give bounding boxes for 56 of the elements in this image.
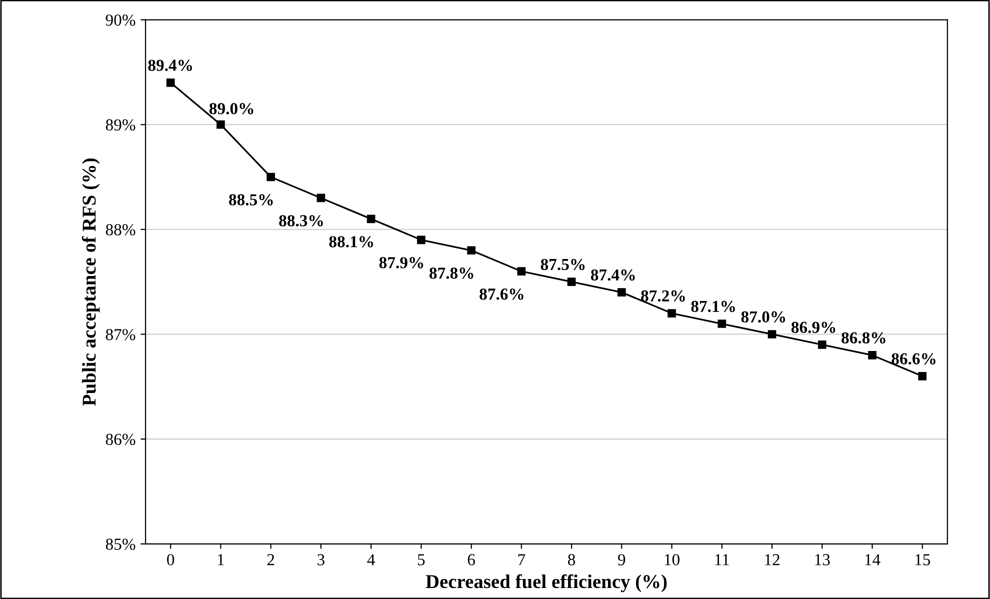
y-tick-label: 90% [106,14,136,26]
point [617,288,626,296]
point [417,236,426,244]
data-label: 87.8% [429,268,474,279]
x-tick-label: 15 [916,554,930,566]
y-tick-label: 86% [106,434,136,446]
data-label: 88.1% [329,236,373,248]
y-tick-label: 88% [106,224,136,236]
x-tick-label: 11 [715,554,729,566]
data-label: 89.4% [148,60,192,72]
x-tick-label: 0 [167,554,174,566]
y-axis-title: Public acceptance of RFS (%) [82,158,100,406]
data-label: 86.9% [791,322,836,334]
data-label: 88.5% [229,194,273,206]
point [467,246,476,255]
point [567,278,576,286]
point [266,172,275,182]
point [818,340,826,349]
point [918,372,927,380]
x-tick-label: 13 [815,554,830,566]
point [517,267,526,276]
data-label: 87.1% [691,300,735,312]
x-tick-label: 7 [518,554,526,566]
data-label: 86.8% [842,332,886,344]
point [216,120,225,129]
data-label: 87.6% [480,288,524,300]
x-tick-label: 8 [568,554,576,566]
x-tick-label: 14 [865,554,880,566]
x-tick-label: 12 [765,554,780,566]
data-label: 89.0% [209,103,254,114]
point [768,330,776,338]
data-label: 86.6% [892,353,936,365]
point [718,320,726,328]
x-tick-label: 5 [418,554,425,566]
x-tick-label: 9 [618,554,626,566]
data-label: 87.9% [379,257,424,268]
x-tick-label: 10 [664,554,680,566]
y-tick-label: 89% [106,119,136,131]
y-tick-label: 85% [106,538,136,550]
point [366,214,376,224]
x-axis-title: Decreased fuel efficiency (%) [426,574,667,592]
data-label: 87.2% [641,290,685,302]
x-tick-label: 3 [318,554,324,566]
x-tick-label: 6 [468,554,475,566]
y-tick-label: 87% [106,328,136,340]
point [668,309,676,318]
data-label: 87.4% [590,269,635,281]
x-tick-label: 4 [367,554,375,566]
point [166,78,175,87]
point [316,194,326,202]
x-tick-label: 2 [267,554,274,566]
data-label: 88.3% [279,215,323,226]
x-tick-label: 1 [218,554,224,566]
data-label: 87.5% [540,258,585,270]
data-label: 87.0% [741,311,786,323]
point [868,351,876,360]
